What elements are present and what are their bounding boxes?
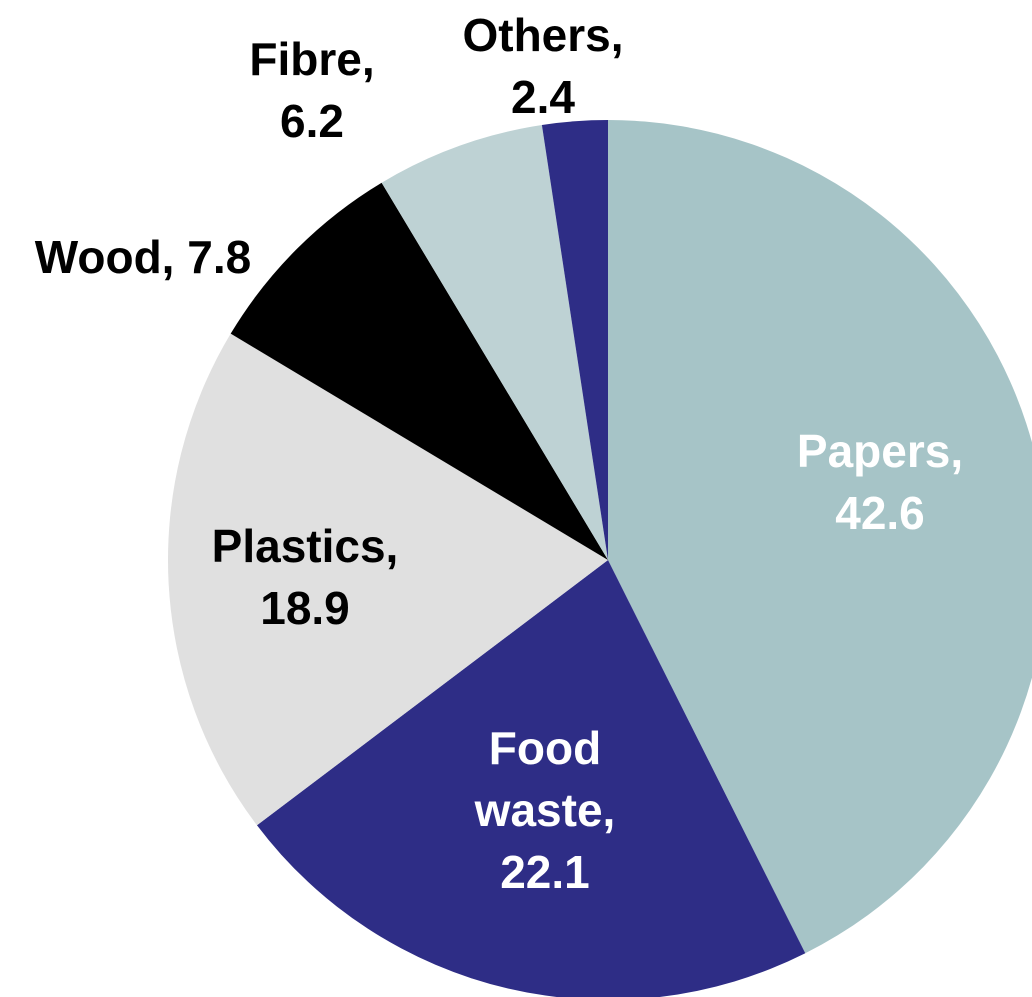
slice-label-others: Others, 2.4 [462, 4, 623, 128]
slice-label-line: 6.2 [280, 95, 344, 147]
slice-label-line: Fibre, [249, 33, 375, 85]
slice-label-line: 18.9 [260, 582, 350, 634]
slice-label-line: 2.4 [511, 71, 575, 123]
slice-label-papers: Papers, 42.6 [797, 420, 963, 544]
slice-label-line: Others, [462, 9, 624, 61]
slice-label-line: Food [488, 722, 602, 774]
slice-label-line: Plastics, [211, 520, 399, 572]
slice-label-line: 22.1 [500, 846, 590, 898]
pie-slice-others [541, 120, 608, 560]
pie-slice-wood [230, 182, 608, 560]
slice-label-wood: Wood, 7.8 [35, 226, 251, 288]
pie-slice-food-waste [256, 560, 806, 997]
slice-label-food-waste: Food waste, 22.1 [475, 717, 616, 903]
slice-label-plastics: Plastics, 18.9 [212, 515, 399, 639]
pie-slice-plastics [168, 333, 609, 826]
slice-label-line: waste, [474, 784, 616, 836]
slice-label-line: 42.6 [835, 487, 925, 539]
slice-label-line: Papers, [796, 425, 964, 477]
pie-slice-fibre [381, 124, 608, 561]
slice-label-fibre: Fibre, 6.2 [249, 28, 374, 152]
pie-slice-papers [608, 120, 1032, 954]
slice-label-line: Wood, 7.8 [34, 231, 252, 283]
